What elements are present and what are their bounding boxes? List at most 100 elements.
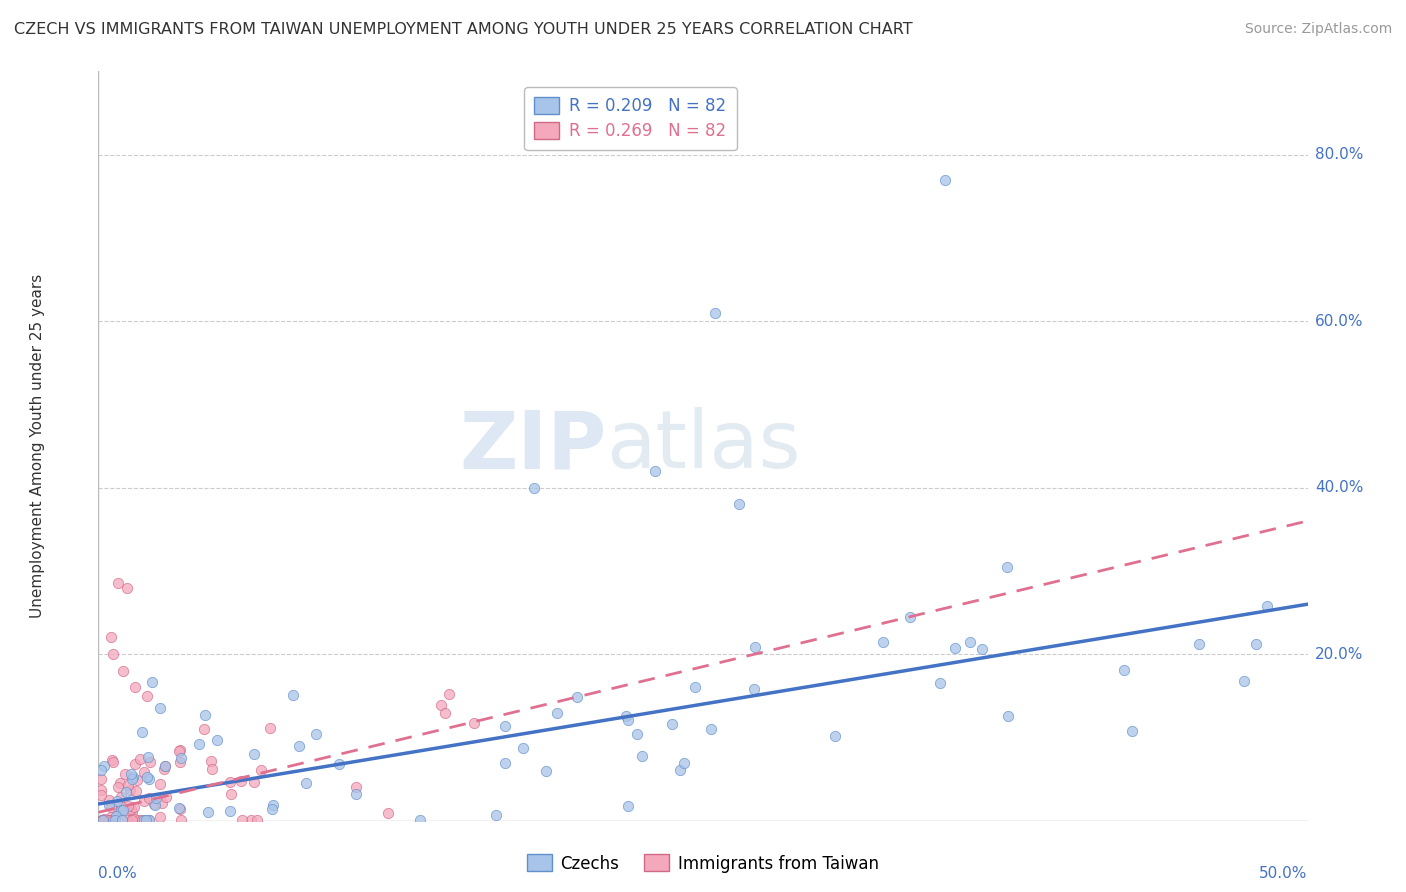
Point xyxy=(103,813,125,827)
Point xyxy=(699,722,721,736)
Point xyxy=(328,756,350,771)
Point xyxy=(124,812,146,826)
Point xyxy=(120,813,142,827)
Point xyxy=(101,647,124,661)
Point xyxy=(169,743,191,757)
Point xyxy=(188,737,211,751)
Text: atlas: atlas xyxy=(606,407,800,485)
Point xyxy=(143,798,166,813)
Point xyxy=(200,762,222,776)
Point xyxy=(117,778,139,792)
Point xyxy=(114,766,136,780)
Point xyxy=(661,716,683,731)
Point xyxy=(127,773,149,788)
Point xyxy=(1256,599,1278,614)
Point xyxy=(98,813,121,827)
Point xyxy=(110,803,132,817)
Point xyxy=(134,813,156,827)
Point xyxy=(219,775,242,789)
Point xyxy=(194,708,217,723)
Point xyxy=(101,754,124,768)
Point xyxy=(90,813,112,827)
Point xyxy=(824,729,846,743)
Point xyxy=(97,813,120,827)
Point xyxy=(565,690,588,704)
Point xyxy=(294,776,316,790)
Point xyxy=(262,802,284,816)
Point xyxy=(1188,636,1211,650)
Point xyxy=(91,813,114,827)
Point xyxy=(683,680,706,694)
Point xyxy=(409,813,432,827)
Point xyxy=(231,813,253,827)
Point xyxy=(243,747,266,761)
Point xyxy=(155,789,177,804)
Point xyxy=(153,758,176,772)
Point xyxy=(995,559,1018,574)
Point xyxy=(94,813,117,827)
Text: 50.0%: 50.0% xyxy=(1260,866,1308,881)
Point xyxy=(673,756,696,771)
Point xyxy=(728,497,751,511)
Point xyxy=(124,757,146,772)
Point xyxy=(997,708,1019,723)
Point xyxy=(124,681,146,695)
Point xyxy=(107,780,129,794)
Point xyxy=(141,675,163,690)
Point xyxy=(534,764,557,779)
Point xyxy=(246,813,269,827)
Point xyxy=(136,770,159,784)
Point xyxy=(959,635,981,649)
Point xyxy=(114,784,136,798)
Point xyxy=(100,800,122,814)
Point xyxy=(125,783,148,797)
Point xyxy=(872,635,894,649)
Point xyxy=(281,689,304,703)
Point xyxy=(219,788,242,802)
Point xyxy=(744,640,766,655)
Point xyxy=(139,755,162,769)
Point xyxy=(132,794,155,808)
Text: 20.0%: 20.0% xyxy=(1315,647,1364,662)
Point xyxy=(377,806,399,821)
Point xyxy=(344,780,367,794)
Point xyxy=(108,775,131,789)
Point xyxy=(644,464,666,478)
Text: Source: ZipAtlas.com: Source: ZipAtlas.com xyxy=(1244,22,1392,37)
Point xyxy=(546,706,568,721)
Point xyxy=(463,715,485,730)
Point xyxy=(934,172,956,186)
Point xyxy=(153,759,176,773)
Point xyxy=(110,789,132,804)
Point xyxy=(193,722,215,736)
Point xyxy=(110,799,132,814)
Point xyxy=(523,481,546,495)
Text: CZECH VS IMMIGRANTS FROM TAIWAN UNEMPLOYMENT AMONG YOUTH UNDER 25 YEARS CORRELAT: CZECH VS IMMIGRANTS FROM TAIWAN UNEMPLOY… xyxy=(14,22,912,37)
Point xyxy=(626,727,648,741)
Point xyxy=(259,722,281,736)
Point xyxy=(704,306,727,320)
Point xyxy=(149,701,172,715)
Point xyxy=(150,796,173,810)
Point xyxy=(107,795,129,809)
Point xyxy=(90,788,112,802)
Point xyxy=(104,809,127,823)
Point xyxy=(122,771,145,785)
Point xyxy=(107,805,129,819)
Text: 60.0%: 60.0% xyxy=(1315,314,1364,328)
Point xyxy=(129,752,152,766)
Point xyxy=(121,772,143,786)
Point xyxy=(970,641,993,656)
Point xyxy=(614,708,637,723)
Point xyxy=(112,803,135,817)
Point xyxy=(138,749,160,764)
Point xyxy=(138,772,160,786)
Point xyxy=(219,804,242,818)
Text: ZIP: ZIP xyxy=(458,407,606,485)
Point xyxy=(104,813,127,827)
Text: 80.0%: 80.0% xyxy=(1315,147,1364,162)
Point xyxy=(617,799,640,814)
Point xyxy=(429,698,451,712)
Point xyxy=(93,813,115,827)
Point xyxy=(169,802,191,816)
